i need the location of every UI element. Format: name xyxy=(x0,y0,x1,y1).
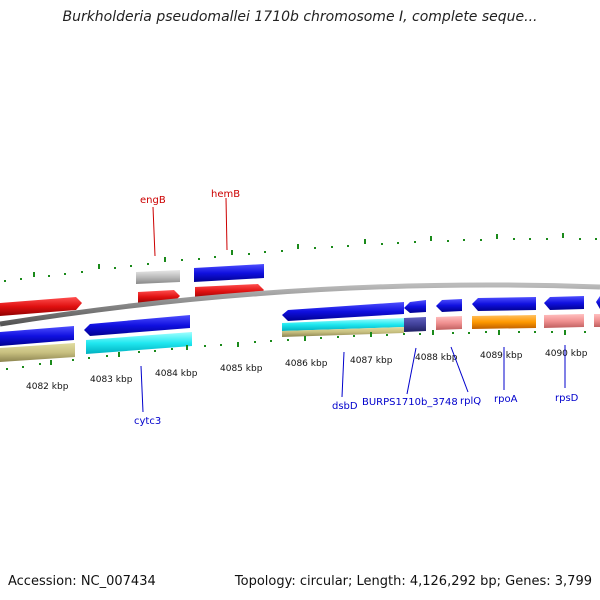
gene-arrow xyxy=(472,315,536,329)
gene-arrow xyxy=(282,318,404,331)
tick-label: 4088 kbp xyxy=(415,353,458,363)
gene-label-rpsd: rpsD xyxy=(555,393,579,404)
inner-gene-labels: cytc3 dsbD BURPS1710b_3748 rplQ rpoA rps… xyxy=(134,345,579,427)
gene-arrow xyxy=(86,332,192,354)
tick-label: 4082 kbp xyxy=(26,382,69,392)
gene-arrow xyxy=(596,296,600,309)
gene-label-cytc3: cytc3 xyxy=(134,416,161,427)
gene-label-rpoa: rpoA xyxy=(494,394,518,405)
gene-label-hemb: hemB xyxy=(211,189,240,200)
gene-label-dsbd: dsbD xyxy=(332,401,358,412)
gene-label-rplq: rplQ xyxy=(460,396,481,407)
tick-label: 4086 kbp xyxy=(285,359,328,369)
tick-label: 4085 kbp xyxy=(220,364,263,374)
tick-label: 4083 kbp xyxy=(90,375,133,385)
gene-arrow xyxy=(404,300,426,313)
gene-arrow xyxy=(0,343,75,362)
gene-arrow xyxy=(436,316,462,330)
gene-arrow xyxy=(136,270,180,284)
gene-label-burps1710b-3748: BURPS1710b_3748 xyxy=(362,397,458,408)
genome-summary-text: Topology: circular; Length: 4,126,292 bp… xyxy=(234,574,592,589)
gene-arrow xyxy=(404,317,426,332)
gene-arrow xyxy=(594,314,600,327)
inner-genes xyxy=(0,296,600,362)
gene-arrow xyxy=(0,326,74,346)
tick-label: 4084 kbp xyxy=(155,369,198,379)
map-title: Burkholderia pseudomallei 1710b chromoso… xyxy=(62,9,538,25)
outer-tick-ring xyxy=(4,233,597,282)
inner-tick-ring xyxy=(6,330,586,370)
gene-label-engb: engB xyxy=(140,195,166,206)
accession-text: Accession: NC_007434 xyxy=(8,574,156,589)
gene-arrow xyxy=(436,299,462,312)
outer-gene-labels: engB hemB xyxy=(140,189,240,257)
tick-label: 4087 kbp xyxy=(350,356,393,366)
gene-arrow xyxy=(282,302,404,321)
tick-label: 4090 kbp xyxy=(545,349,588,359)
tick-label: 4089 kbp xyxy=(480,351,523,361)
tick-labels: 4082 kbp 4083 kbp 4084 kbp 4085 kbp 4086… xyxy=(26,349,588,392)
outer-genes xyxy=(0,264,264,316)
gene-arrow xyxy=(472,297,536,311)
gene-arrow xyxy=(544,314,584,328)
gene-arrow xyxy=(544,296,584,310)
genome-backbone xyxy=(0,282,600,327)
gene-arrow xyxy=(282,327,404,337)
gene-arrow xyxy=(194,264,264,282)
gene-arrow xyxy=(0,297,82,316)
gene-arrow xyxy=(84,315,190,336)
